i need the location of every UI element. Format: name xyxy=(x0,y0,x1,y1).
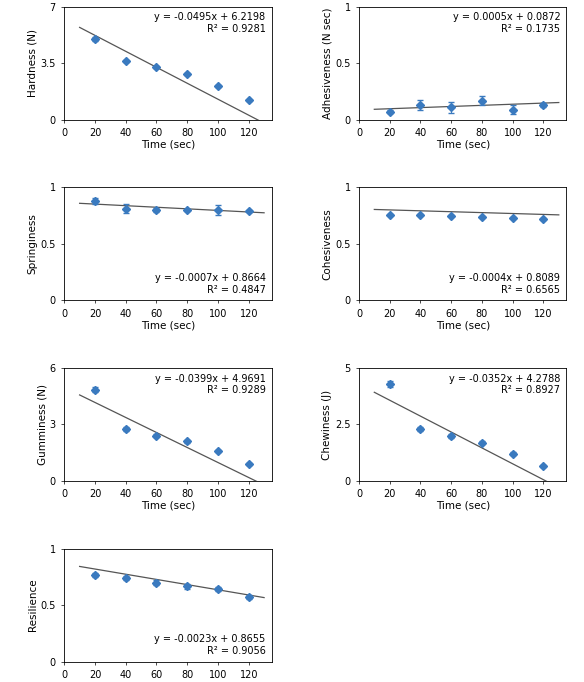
Text: y = -0.0352x + 4.2788
R² = 0.8927: y = -0.0352x + 4.2788 R² = 0.8927 xyxy=(449,374,560,396)
X-axis label: Time (sec): Time (sec) xyxy=(436,139,490,149)
Y-axis label: Adhesiveness (N sec): Adhesiveness (N sec) xyxy=(322,8,332,119)
X-axis label: Time (sec): Time (sec) xyxy=(141,681,195,682)
Y-axis label: Chewiness (J): Chewiness (J) xyxy=(322,389,332,460)
Text: y = -0.0495x + 6.2198
R² = 0.9281: y = -0.0495x + 6.2198 R² = 0.9281 xyxy=(154,12,266,34)
X-axis label: Time (sec): Time (sec) xyxy=(436,320,490,330)
Text: y = -0.0007x + 0.8664
R² = 0.4847: y = -0.0007x + 0.8664 R² = 0.4847 xyxy=(155,273,266,295)
Y-axis label: Resilience: Resilience xyxy=(28,579,38,632)
X-axis label: Time (sec): Time (sec) xyxy=(141,139,195,149)
Text: y = -0.0023x + 0.8655
R² = 0.9056: y = -0.0023x + 0.8655 R² = 0.9056 xyxy=(154,634,266,656)
Y-axis label: Hardness (N): Hardness (N) xyxy=(28,29,38,98)
Y-axis label: Gumminess (N): Gumminess (N) xyxy=(37,384,47,465)
Text: y = -0.0399x + 4.9691
R² = 0.9289: y = -0.0399x + 4.9691 R² = 0.9289 xyxy=(155,374,266,396)
Y-axis label: Cohesiveness: Cohesiveness xyxy=(322,208,332,280)
Y-axis label: Springiness: Springiness xyxy=(28,213,38,274)
X-axis label: Time (sec): Time (sec) xyxy=(141,501,195,511)
Text: y = 0.0005x + 0.0872
R² = 0.1735: y = 0.0005x + 0.0872 R² = 0.1735 xyxy=(453,12,560,34)
X-axis label: Time (sec): Time (sec) xyxy=(436,501,490,511)
Text: y = -0.0004x + 0.8089
R² = 0.6565: y = -0.0004x + 0.8089 R² = 0.6565 xyxy=(449,273,560,295)
X-axis label: Time (sec): Time (sec) xyxy=(141,320,195,330)
